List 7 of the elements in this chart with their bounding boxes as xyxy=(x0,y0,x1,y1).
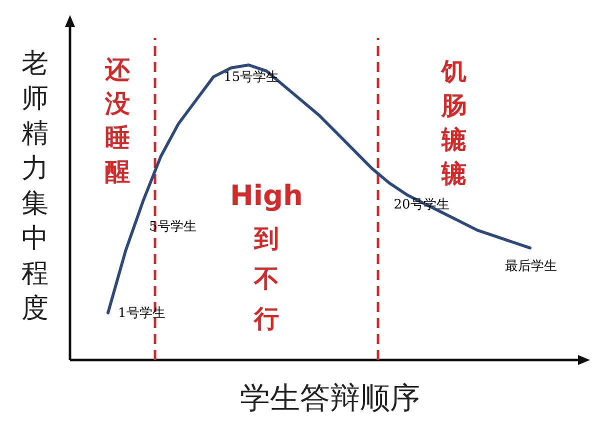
annotation: 饥肠辘辘 xyxy=(440,57,466,188)
y-axis-title: 老师精力集中程度 xyxy=(22,48,48,324)
annotation: 还没睡醒 xyxy=(104,55,131,186)
annotation: 最后学生 xyxy=(505,258,557,274)
x-axis-title: 学生答辩顺序 xyxy=(240,381,420,416)
annotation: 1号学生 xyxy=(118,306,166,321)
annotation: High到不行 xyxy=(230,179,304,333)
